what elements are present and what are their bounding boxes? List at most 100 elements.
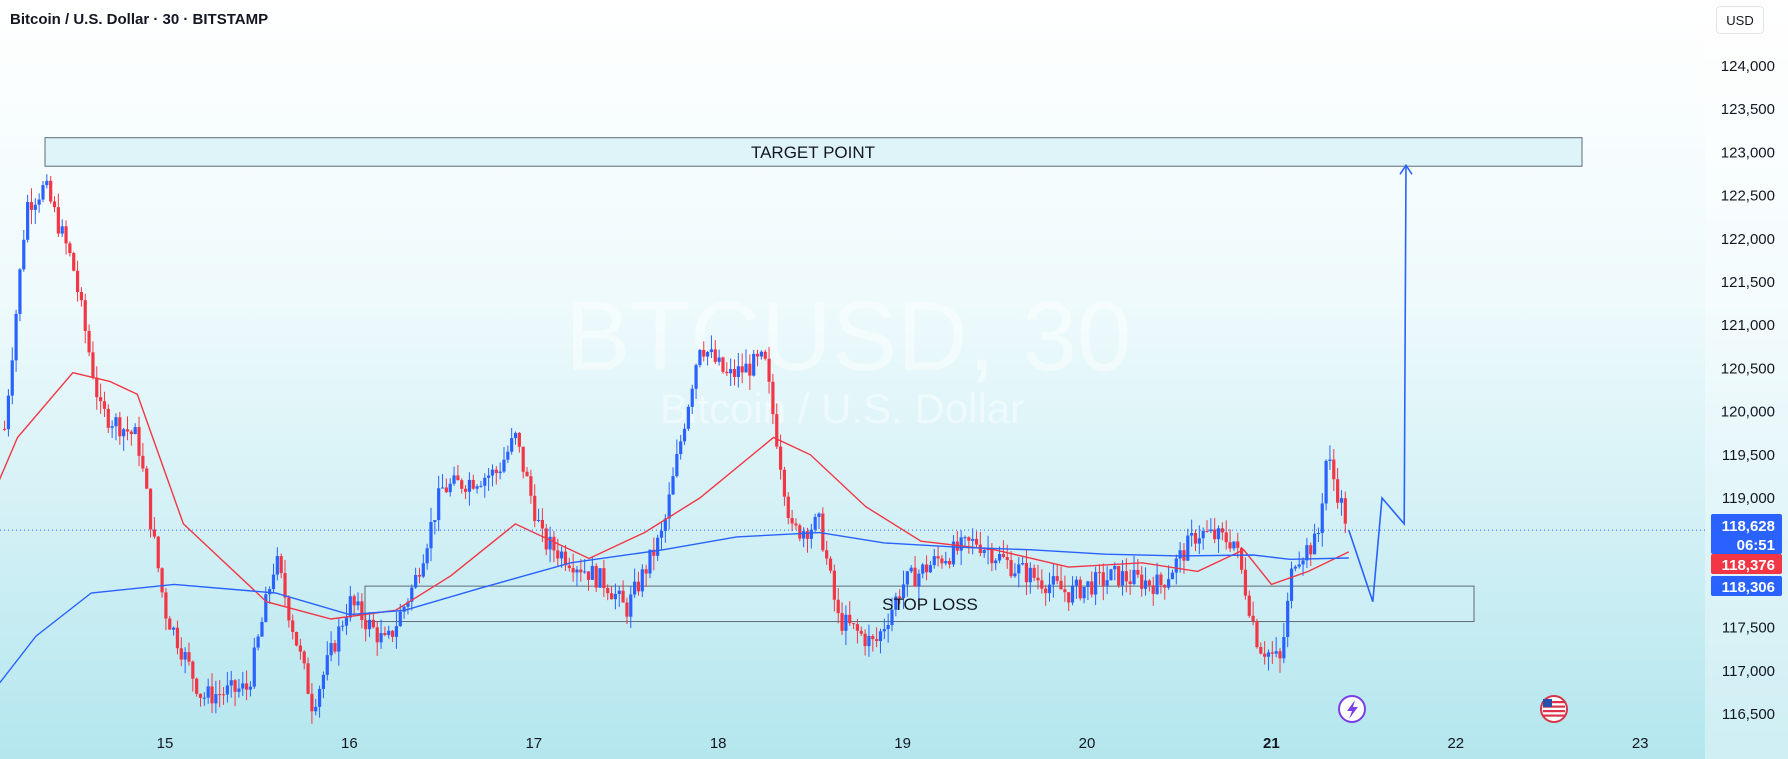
candle-body [110,426,114,428]
candle-body [817,513,821,517]
y-tick-label: 117,000 [1722,663,1775,680]
candle-body [271,574,276,590]
candle-body [294,632,299,646]
candle-body [825,550,829,559]
last-price-tag [1711,514,1782,554]
candle-body [1324,460,1328,504]
candle-body [494,469,498,474]
candle-body [1332,459,1336,480]
us-flag-stripe [1543,714,1565,717]
candle-body [91,352,95,378]
candle-body [821,513,825,551]
candle-body [940,558,944,564]
candle-body [325,655,329,675]
candle-body [479,485,483,487]
candle-body [959,537,963,551]
ma-fast-value: 118,376 [1722,557,1775,574]
candle-body [548,536,552,550]
candle-body [1224,532,1228,543]
candle-body [609,593,614,600]
candle-body [379,633,383,643]
candle-body [1259,647,1263,654]
candle-body [487,475,491,478]
x-tick-label: 16 [341,735,358,752]
y-tick-label: 124,000 [1721,58,1775,75]
candle-body [471,479,475,489]
candle-body [732,369,737,377]
candle-body [1113,565,1117,570]
candle-body [694,365,698,389]
us-flag-stripe [1543,710,1565,713]
candle-body [1051,576,1055,585]
candle-body [809,529,813,539]
candle-body [279,556,283,574]
candle-body [1213,529,1217,540]
candle-body [45,180,49,186]
candle-body [1166,579,1171,588]
target-label: TARGET POINT [751,143,875,162]
candle-body [586,571,591,580]
candle-body [1070,585,1075,603]
candle-body [1220,528,1224,533]
candle-body [1339,498,1344,503]
countdown-value: 06:51 [1737,537,1775,554]
candle-body [602,568,606,589]
candle-body [133,427,137,435]
candle-body [729,369,733,374]
y-tick-label: 117,500 [1722,620,1775,637]
candle-body [867,635,871,647]
candle-body [805,531,810,539]
candle-body [317,688,322,707]
candle-body [617,590,621,594]
y-tick-label: 123,500 [1721,101,1775,118]
lightning-icon-bolt [1347,700,1358,719]
candle-body [606,588,610,594]
x-tick-label: 19 [894,735,911,752]
candle-body [179,648,183,660]
candle-body [72,253,76,271]
candle-body [352,596,356,606]
candle-body [667,494,671,519]
stop-loss-label: STOP LOSS [882,595,978,614]
candle-body [583,571,587,573]
candle-body [886,624,890,630]
candle-body [348,596,352,618]
candle-body [344,617,349,626]
candle-body [1017,564,1021,574]
currency-button[interactable]: USD [1716,6,1764,34]
candle-body [1305,545,1309,561]
candle-body [525,471,529,477]
candle-body [1082,586,1086,599]
candle-body [698,349,702,366]
candle-body [298,645,302,652]
candle-body [1236,541,1240,548]
candle-body [844,614,848,631]
candle-body [1320,503,1324,534]
candle-body [1109,569,1113,581]
candle-body [1286,600,1290,637]
candle-body [690,388,694,407]
candle-body [1036,577,1040,581]
candle-body [1074,579,1078,586]
candle-body [356,601,360,606]
candle-body [590,565,594,580]
candle-body [967,537,971,541]
candle-body [229,680,233,686]
candle-body [341,625,345,627]
candle-body [1328,459,1332,461]
candle-body [1063,589,1067,593]
candle-body [460,480,464,489]
candle-body [433,520,437,522]
candle-body [932,556,936,566]
candle-body [1047,584,1052,594]
candle-body [52,201,57,208]
candle-body [125,429,130,432]
candle-body [675,454,679,477]
candle-body [64,226,68,244]
candle-body [437,488,441,521]
candle-body [913,567,917,587]
candle-body [1343,498,1347,524]
candle-body [556,550,560,559]
